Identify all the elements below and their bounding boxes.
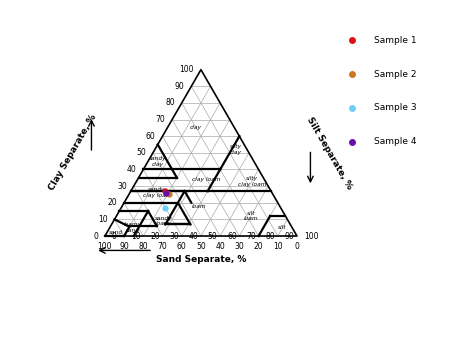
Text: clay: clay [190,126,202,130]
Text: sand: sand [109,230,124,235]
Text: 40: 40 [215,242,225,251]
Text: 0: 0 [294,242,300,251]
Text: 30: 30 [117,182,127,190]
Text: 20: 20 [150,232,160,240]
Text: 70: 70 [246,232,256,240]
Text: sandy
clay loam: sandy clay loam [143,187,171,198]
Text: silty
clay loam: silty clay loam [237,176,266,186]
Text: silt: silt [278,225,287,230]
Text: Sample 1: Sample 1 [374,36,417,45]
Text: 30: 30 [169,232,179,240]
Text: 100: 100 [98,242,112,251]
Text: Sample 3: Sample 3 [374,103,417,113]
Text: 100: 100 [180,65,194,74]
Text: 50: 50 [196,242,206,251]
Text: 40: 40 [127,165,137,174]
Text: 60: 60 [177,242,187,251]
Text: 100: 100 [304,232,319,240]
Text: 0: 0 [112,232,117,240]
Text: 80: 80 [138,242,148,251]
Text: 70: 70 [155,115,165,124]
Text: 40: 40 [189,232,199,240]
Text: 90: 90 [175,82,184,91]
Text: 10: 10 [273,242,283,251]
Text: loamy
sand: loamy sand [124,222,142,233]
Text: 10: 10 [98,215,108,224]
Text: Silt Separate, %: Silt Separate, % [305,115,354,190]
Text: 20: 20 [254,242,264,251]
Text: 50: 50 [136,148,146,157]
Text: silty
clay: silty clay [229,144,242,155]
Text: 80: 80 [265,232,275,240]
Text: 60: 60 [227,232,237,240]
Text: silt
loam: silt loam [244,211,258,222]
Text: Sample 2: Sample 2 [374,69,417,79]
Text: sandy
loam: sandy loam [155,216,172,226]
Text: 60: 60 [146,132,155,141]
Text: Sand Separate, %: Sand Separate, % [156,255,246,264]
Text: 0: 0 [93,232,98,240]
Text: Sample 4: Sample 4 [374,137,417,146]
Text: loam: loam [191,203,206,209]
Text: 10: 10 [131,232,141,240]
Text: clay loam: clay loam [192,177,221,182]
Text: 90: 90 [285,232,294,240]
Text: 50: 50 [208,232,218,240]
Text: 80: 80 [165,98,175,107]
Text: 20: 20 [108,198,117,207]
Text: 30: 30 [235,242,244,251]
Text: 90: 90 [119,242,129,251]
Text: sandy
clay: sandy clay [149,156,166,167]
Text: Clay Separate, %: Clay Separate, % [47,113,98,193]
Text: 70: 70 [158,242,167,251]
